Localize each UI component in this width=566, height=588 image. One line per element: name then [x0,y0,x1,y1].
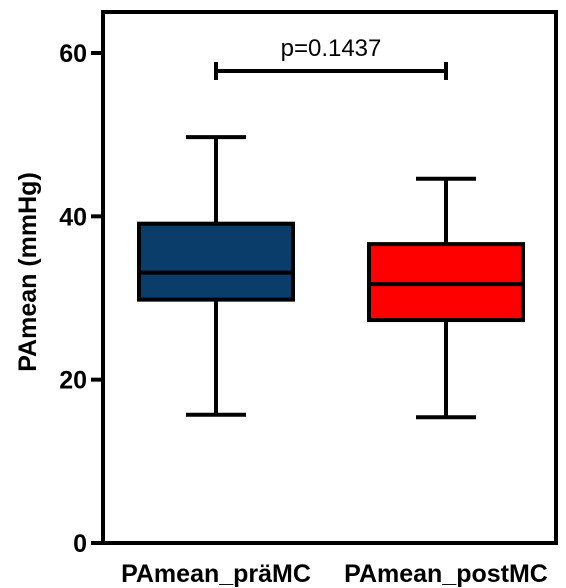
interquartile-box [367,242,525,323]
x-category-label: PAmean_präMC [121,560,311,588]
y-axis-label: PAmean (mmHg) [14,172,42,372]
box-1 [137,135,295,417]
axis-labels: PAmean (mmHg) PAmean_präMC PAmean_postMC [14,172,548,588]
plot-frame [101,10,558,543]
interquartile-box [137,221,295,302]
y-axis-ticks: 0 20 40 60 [59,40,103,558]
y-tick-label: 20 [59,367,87,395]
y-tick-label: 0 [73,530,87,558]
p-value-label: p=0.1437 [281,35,382,62]
x-category-label: PAmean_postMC [344,560,548,588]
box-series [137,135,525,420]
y-tick-label: 40 [59,203,87,231]
y-tick-label: 60 [59,40,87,68]
significance-annotation: p=0.1437 [214,35,448,80]
plot-axes [101,10,558,545]
box-2 [367,176,525,420]
